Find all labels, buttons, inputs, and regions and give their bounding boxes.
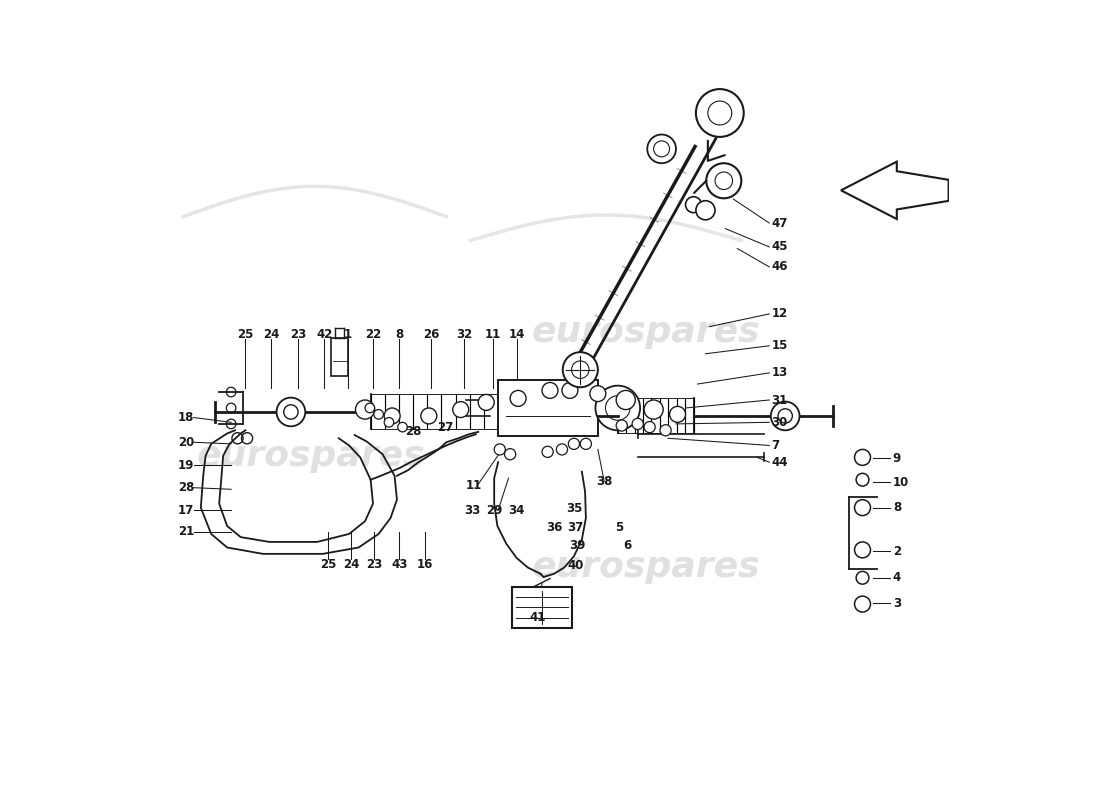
Text: 10: 10 [893,476,909,489]
Text: 43: 43 [392,558,407,570]
Text: 47: 47 [771,217,788,230]
Circle shape [616,390,636,410]
Text: 25: 25 [320,558,337,570]
Circle shape [581,438,592,450]
Text: 29: 29 [486,503,503,517]
Text: 15: 15 [771,339,788,352]
Circle shape [478,394,494,410]
Text: 20: 20 [178,436,194,449]
Text: 28: 28 [405,426,421,438]
Circle shape [557,444,568,455]
Text: 33: 33 [464,503,480,517]
Text: eurospares: eurospares [531,550,760,585]
Text: 32: 32 [455,328,472,341]
Text: 14: 14 [509,328,526,341]
Circle shape [505,449,516,460]
Circle shape [562,382,578,398]
Bar [331,338,349,376]
Text: 3: 3 [893,597,901,610]
Text: 36: 36 [547,521,563,534]
Text: 6: 6 [624,538,631,551]
Bar [498,380,597,436]
Circle shape [856,474,869,486]
Text: 27: 27 [437,422,453,434]
Text: 11: 11 [484,328,500,341]
Circle shape [590,386,606,402]
Text: 30: 30 [771,416,788,429]
Text: 1: 1 [343,328,352,341]
Circle shape [632,418,644,430]
Circle shape [856,571,869,584]
Polygon shape [842,162,948,219]
Text: 7: 7 [771,439,780,452]
Text: 22: 22 [365,328,381,341]
Text: 45: 45 [771,241,788,254]
Text: 44: 44 [771,456,788,469]
Text: 39: 39 [569,538,585,551]
Text: 38: 38 [596,475,613,488]
Text: 12: 12 [771,307,788,321]
Text: 24: 24 [343,558,360,570]
Circle shape [647,134,676,163]
Text: 17: 17 [178,503,194,517]
Text: 41: 41 [530,611,547,624]
Circle shape [855,500,870,515]
Circle shape [595,386,640,430]
Text: 35: 35 [565,502,582,515]
Text: 19: 19 [178,459,194,472]
Circle shape [453,402,469,418]
Circle shape [855,542,870,558]
Circle shape [855,596,870,612]
Text: 8: 8 [893,501,901,514]
Circle shape [421,408,437,424]
Circle shape [696,201,715,220]
Circle shape [670,406,685,422]
Text: 2: 2 [893,545,901,558]
Circle shape [276,398,306,426]
Circle shape [355,400,375,419]
Circle shape [563,352,597,387]
Text: 34: 34 [508,503,525,517]
Text: 23: 23 [365,558,382,570]
Circle shape [645,400,663,419]
Text: 5: 5 [615,521,624,534]
Circle shape [494,444,505,455]
Text: eurospares: eurospares [531,315,760,350]
Circle shape [384,418,394,427]
Circle shape [542,446,553,458]
Circle shape [398,422,407,432]
Text: 18: 18 [178,411,194,424]
Text: 4: 4 [893,571,901,584]
Text: 9: 9 [893,452,901,465]
Circle shape [771,402,800,430]
Text: 28: 28 [178,481,194,494]
Circle shape [374,410,384,419]
Text: 46: 46 [771,260,788,274]
Text: 40: 40 [568,559,584,572]
Circle shape [542,382,558,398]
Text: 13: 13 [771,366,788,379]
Text: 8: 8 [395,328,404,341]
Text: 24: 24 [263,328,279,341]
Circle shape [384,408,400,424]
Text: 25: 25 [238,328,254,341]
Text: 16: 16 [417,558,433,570]
Circle shape [855,450,870,466]
Text: 31: 31 [771,394,788,406]
Circle shape [510,390,526,406]
Circle shape [569,438,580,450]
Text: 23: 23 [290,328,306,341]
Text: 37: 37 [568,521,584,534]
Bar [513,586,572,628]
Text: 21: 21 [178,525,194,538]
Text: 11: 11 [466,479,483,492]
Text: 42: 42 [316,328,332,341]
Text: 26: 26 [424,328,439,341]
Circle shape [365,403,375,413]
Text: eurospares: eurospares [197,439,425,473]
Circle shape [685,197,702,213]
Circle shape [660,425,671,436]
Circle shape [645,422,656,433]
Circle shape [616,420,627,431]
